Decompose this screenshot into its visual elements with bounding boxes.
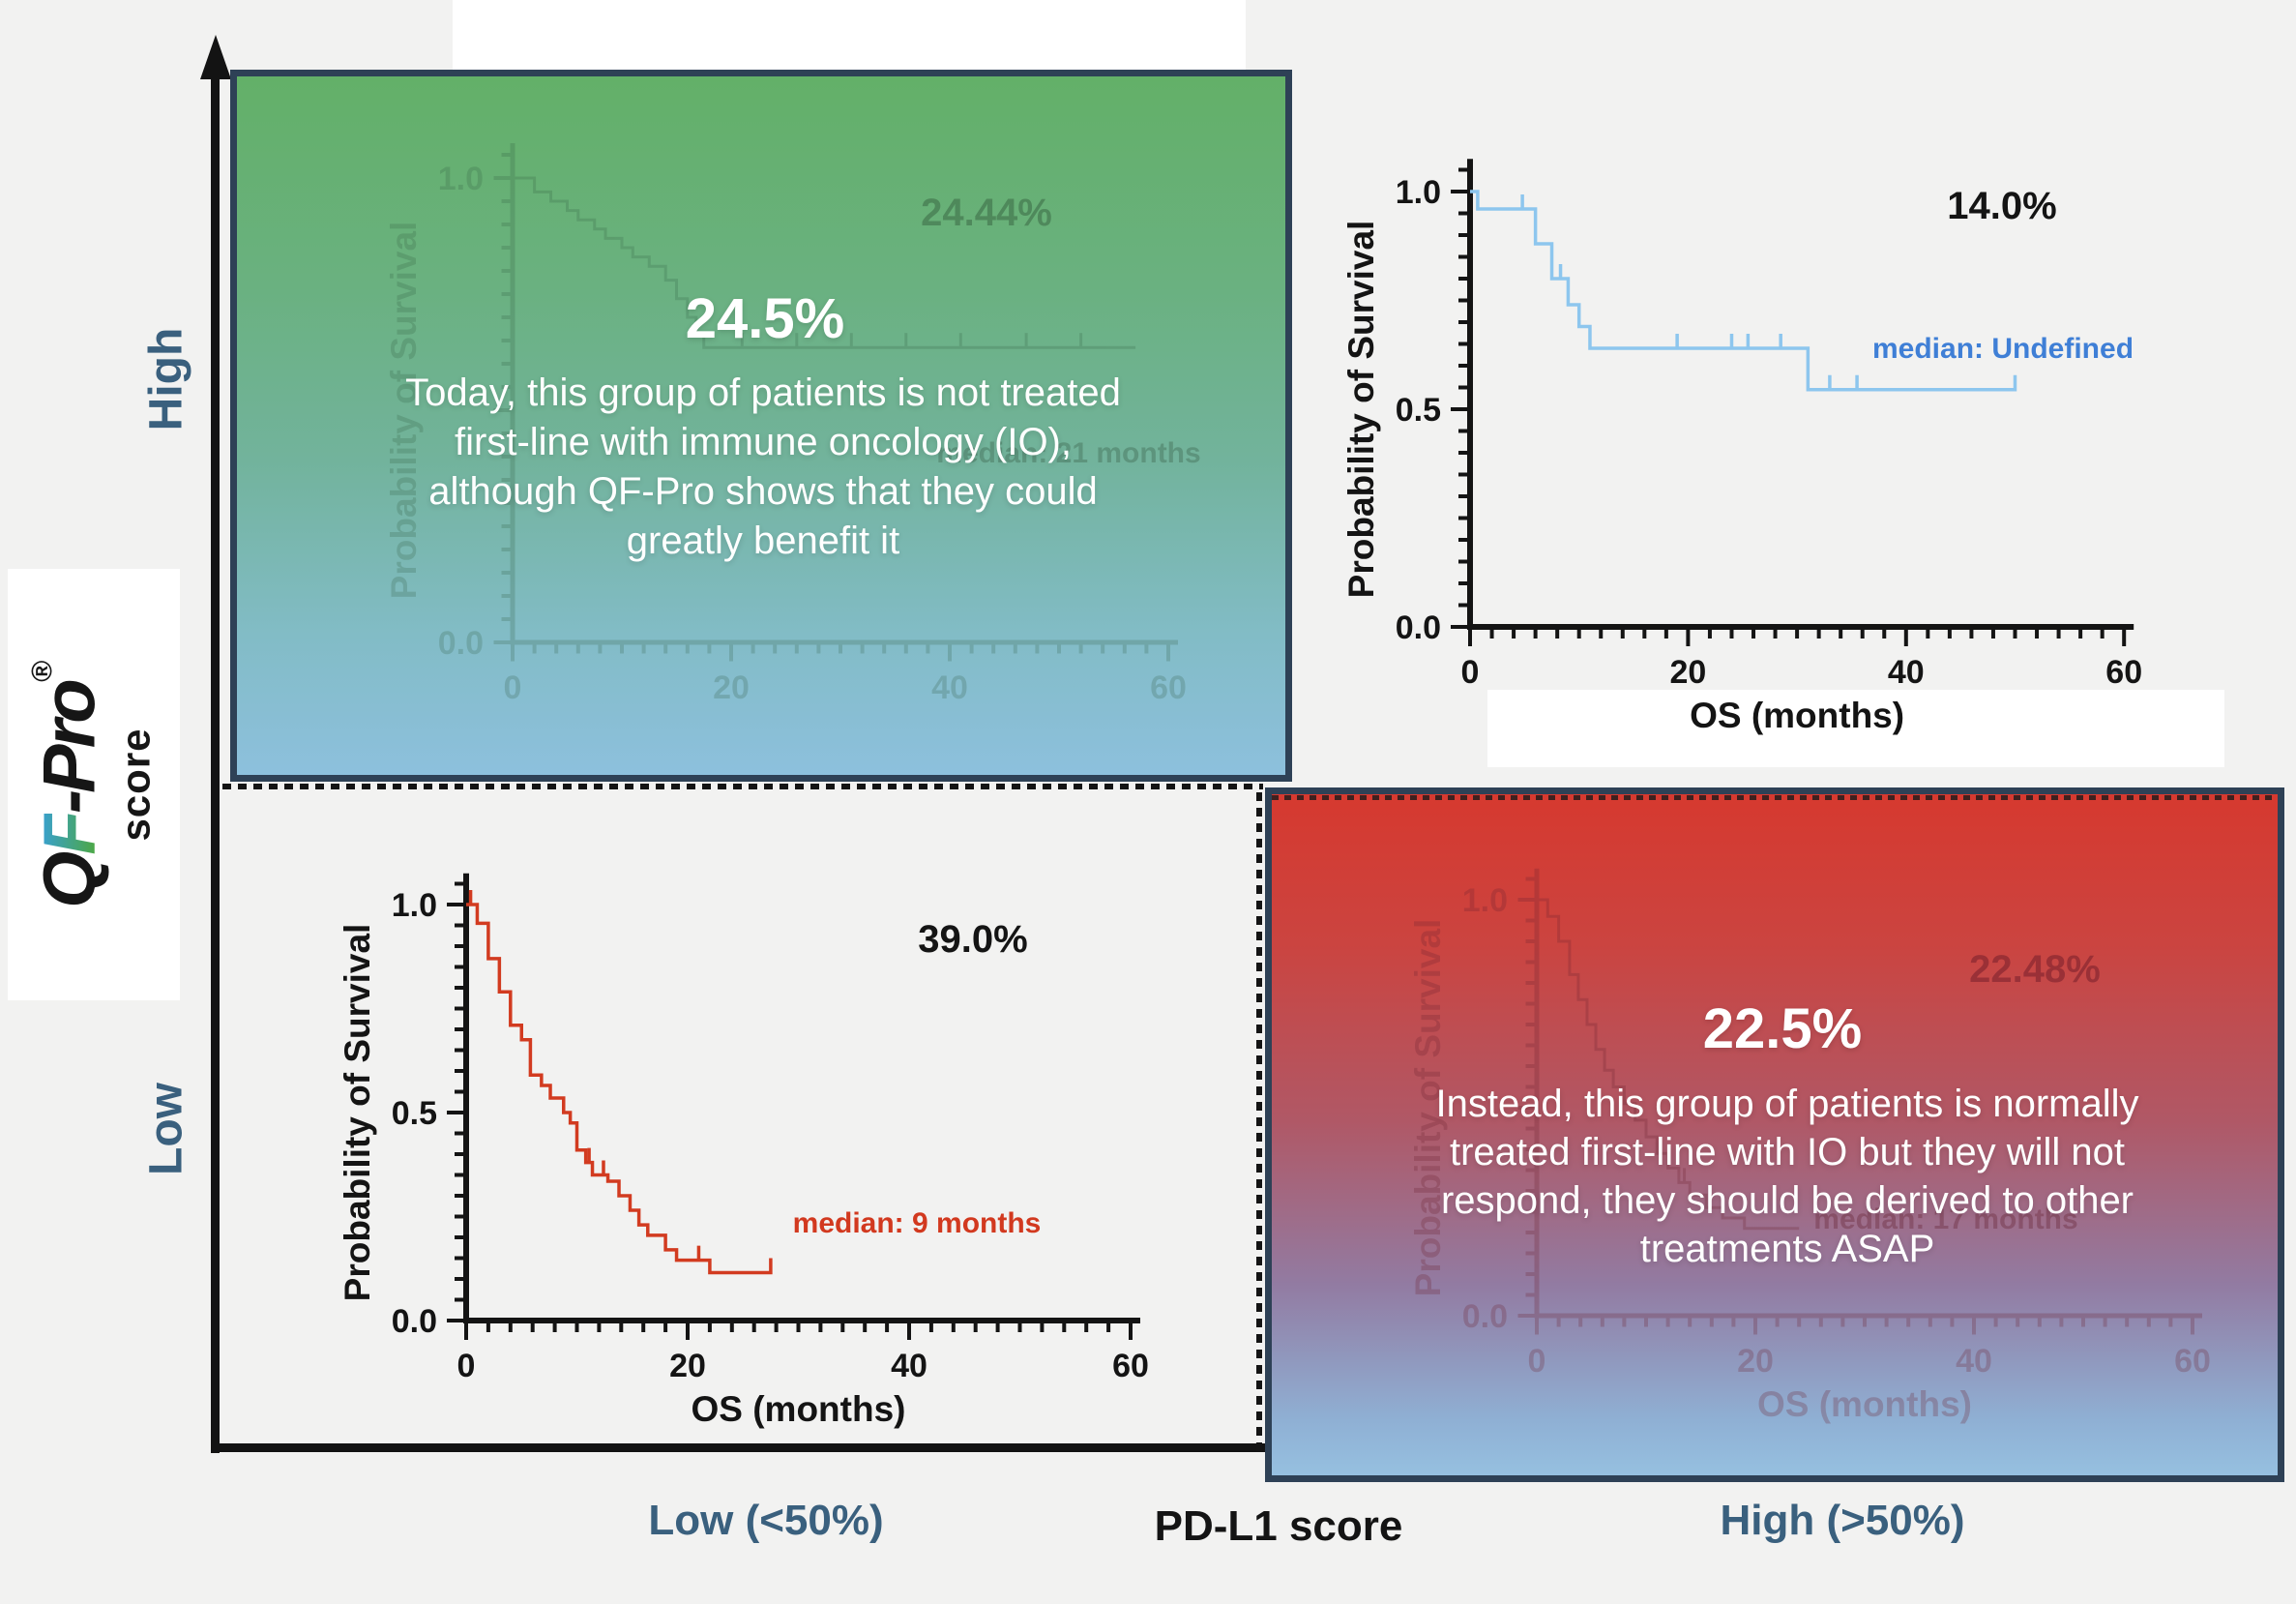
qfpro-logo-rest: -Pro (28, 682, 111, 815)
y-axis-label-high: High (140, 327, 192, 431)
top-right-chart-pct: 14.0% (1947, 185, 2057, 227)
svg-text:0.0: 0.0 (392, 1303, 437, 1340)
svg-text:20: 20 (669, 1348, 706, 1384)
svg-text:40: 40 (1956, 1343, 1992, 1380)
red-panel-paragraph: Instead, this group of patients is norma… (1435, 1083, 2139, 1270)
km-bottom-right-faded: 0.0 1.0 0 20 40 60 OS (months) Probability of S… (1408, 868, 2211, 1424)
quadrant-divider-horizontal (222, 784, 1263, 789)
os-label-white-strip (1487, 690, 2224, 767)
km-top-left-faded: 0.0 1.0 0 20 40 60 Probability of Survival (384, 143, 1187, 706)
top-right-chart-median: median: Undefined (1872, 333, 2134, 365)
panel-red-dotted-edge (1272, 795, 2278, 800)
svg-text:OS (months): OS (months) (692, 1389, 906, 1429)
qfpro-logo-wordmark: QF-Pro® (26, 661, 111, 908)
qfpro-logo-box: QF-Pro® score (8, 569, 180, 1000)
svg-text:OS (months): OS (months) (1690, 696, 1904, 735)
svg-text:40: 40 (1888, 654, 1925, 691)
svg-text:Probability of Survival: Probability of Survival (1408, 919, 1448, 1297)
red-panel-median-watermark: median: 17 months (1813, 1203, 2078, 1235)
svg-text:Probability of Survival: Probability of Survival (1341, 221, 1381, 599)
svg-text:1.0: 1.0 (438, 161, 484, 197)
quadrant-divider-vertical (1256, 786, 1262, 1451)
km-bottom-left: 0.0 0.5 1.0 0 20 40 60 OS (months) Probability o… (338, 873, 1149, 1429)
y-axis-label-low: Low (140, 1083, 192, 1175)
svg-text:20: 20 (713, 669, 750, 706)
green-panel-median-watermark: median: 21 months (936, 437, 1201, 469)
svg-text:20: 20 (1669, 654, 1706, 691)
qfpro-score-axis-line (211, 72, 220, 1453)
qfpro-logo-f-gradient: F (28, 814, 111, 855)
svg-text:0.0: 0.0 (1396, 609, 1441, 646)
svg-text:Probability of Survival: Probability of Survival (384, 222, 424, 600)
green-panel-headline-pct: 24.5% (685, 287, 845, 350)
svg-text:60: 60 (2174, 1343, 2211, 1380)
svg-text:60: 60 (2105, 654, 2142, 691)
svg-text:0: 0 (504, 669, 522, 706)
svg-text:1.0: 1.0 (1396, 174, 1441, 211)
svg-text:0.0: 0.0 (438, 625, 484, 662)
svg-text:40: 40 (891, 1348, 927, 1384)
qfpro-score-axis-arrow-icon (200, 35, 231, 79)
svg-text:40: 40 (931, 669, 968, 706)
svg-text:60: 60 (1150, 669, 1187, 706)
svg-text:0: 0 (1461, 654, 1480, 691)
svg-text:0: 0 (1528, 1343, 1546, 1380)
km-top-right: 0.0 0.5 1.0 0 20 40 60 OS (months) Probability o… (1341, 159, 2142, 735)
svg-text:Probability of Survival: Probability of Survival (338, 924, 377, 1302)
registered-mark-icon: ® (26, 661, 59, 683)
svg-text:0.5: 0.5 (392, 1095, 437, 1132)
quadrant-panel-high-qfpro-low-pdl1 (230, 70, 1292, 782)
x-axis-title-pdl1-score: PD-L1 score (1154, 1502, 1403, 1550)
bottom-left-chart-median: median: 9 months (792, 1207, 1042, 1239)
svg-text:1.0: 1.0 (1462, 882, 1508, 919)
qfpro-logo: QF-Pro® score (26, 572, 160, 997)
x-axis-label-low: Low (<50%) (648, 1497, 884, 1544)
red-panel-pct-watermark: 22.48% (1969, 948, 2101, 991)
svg-text:1.0: 1.0 (392, 887, 437, 924)
svg-text:60: 60 (1112, 1348, 1149, 1384)
top-white-strip (453, 0, 1246, 70)
svg-text:OS (months): OS (months) (1757, 1384, 1972, 1424)
green-panel-pct-watermark: 24.44% (921, 192, 1052, 234)
quadrant-panel-low-qfpro-high-pdl1 (1265, 787, 2284, 1482)
svg-text:0.5: 0.5 (1396, 392, 1441, 429)
bottom-left-chart-pct: 39.0% (918, 918, 1028, 961)
red-panel-headline-pct: 22.5% (1702, 997, 1863, 1060)
svg-text:20: 20 (1737, 1343, 1774, 1380)
pdl1-score-axis-line (211, 1443, 1267, 1452)
green-panel-paragraph: Today, this group of patients is not tre… (405, 371, 1121, 562)
svg-text:0.0: 0.0 (1462, 1298, 1508, 1335)
x-axis-label-high: High (>50%) (1720, 1497, 1965, 1544)
qfpro-logo-score-label: score (112, 728, 159, 842)
svg-text:0: 0 (457, 1348, 476, 1384)
